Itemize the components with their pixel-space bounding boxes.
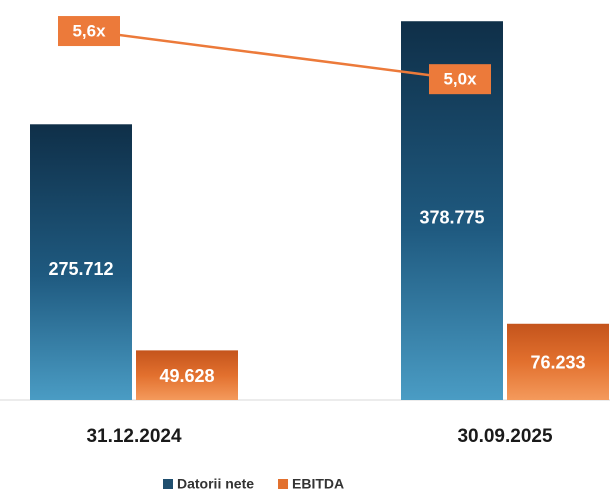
- bar: [30, 124, 132, 401]
- legend-swatch: [163, 479, 173, 489]
- ratio-marker: [429, 64, 491, 95]
- ratio-marker: [58, 16, 120, 47]
- bar: [507, 323, 609, 400]
- ratio-label: 5,0x: [443, 70, 477, 89]
- data-label: 49.628: [159, 366, 214, 386]
- ratio-line: [88, 29, 461, 81]
- data-label: 275.712: [48, 259, 113, 279]
- data-label: 76.233: [530, 353, 585, 373]
- bar: [136, 350, 238, 400]
- ratio-label: 5,6x: [72, 22, 106, 41]
- legend-label: EBITDA: [292, 476, 344, 492]
- x-tick-label: 30.09.2025: [457, 426, 553, 447]
- x-tick-label: 31.12.2024: [86, 426, 182, 447]
- data-label: 378.775: [419, 207, 484, 227]
- legend-swatch: [278, 479, 289, 489]
- legend-label: Datorii nete: [177, 476, 254, 492]
